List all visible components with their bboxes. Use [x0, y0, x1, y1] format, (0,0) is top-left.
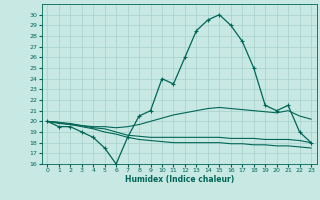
X-axis label: Humidex (Indice chaleur): Humidex (Indice chaleur): [124, 175, 234, 184]
